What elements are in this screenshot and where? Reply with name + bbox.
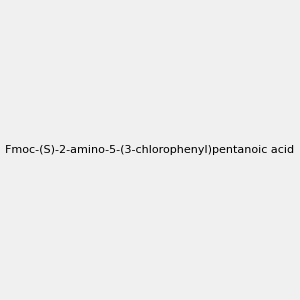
Text: Fmoc-(S)-2-amino-5-(3-chlorophenyl)pentanoic acid: Fmoc-(S)-2-amino-5-(3-chlorophenyl)penta… xyxy=(5,145,295,155)
